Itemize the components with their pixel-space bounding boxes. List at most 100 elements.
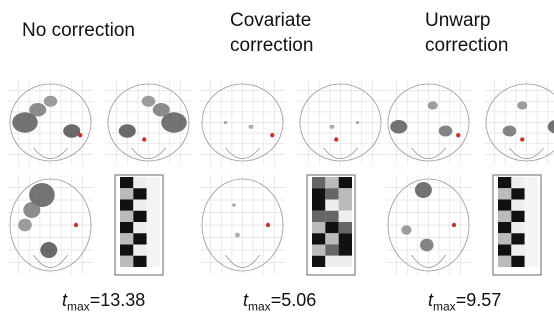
design-cell <box>133 188 146 199</box>
activation-blob <box>329 125 334 129</box>
design-cell <box>498 245 511 256</box>
design-cell <box>312 200 325 211</box>
design-cell <box>325 188 338 199</box>
stat-subscript: max <box>433 300 456 314</box>
peak-marker <box>74 223 78 227</box>
glass-brain <box>386 175 471 275</box>
design-cell <box>147 200 160 211</box>
activation-blob <box>44 96 58 107</box>
design-cell <box>325 233 338 244</box>
design-cell <box>339 177 352 188</box>
activation-blob <box>420 239 434 252</box>
design-cell <box>525 200 538 211</box>
panel-title: Covariate correction <box>230 8 340 58</box>
design-cell <box>325 222 338 233</box>
design-cell <box>312 177 325 188</box>
design-cell <box>133 256 146 267</box>
glass-brain <box>8 80 93 165</box>
design-cell <box>511 256 524 267</box>
design-cell <box>498 188 511 199</box>
design-cell <box>147 233 160 244</box>
design-cell <box>312 222 325 233</box>
design-cell <box>525 177 538 188</box>
design-cell <box>133 233 146 244</box>
design-cell <box>511 233 524 244</box>
glass-brain <box>200 80 285 165</box>
design-cell <box>498 256 511 267</box>
activation-blob <box>235 233 240 238</box>
design-cell <box>147 188 160 199</box>
design-cell <box>147 177 160 188</box>
design-cell <box>133 245 146 256</box>
design-cell <box>498 233 511 244</box>
design-matrix <box>307 175 355 275</box>
design-cell <box>133 211 146 222</box>
figure: No correction Covariate correction Unwar… <box>0 0 554 326</box>
design-cell <box>498 177 511 188</box>
design-cell <box>511 211 524 222</box>
design-cell <box>120 233 133 244</box>
design-cell <box>312 233 325 244</box>
stat-value: =5.06 <box>271 290 317 310</box>
activation-blob <box>63 124 80 138</box>
stat-subscript: max <box>67 300 90 314</box>
t-max: tmax=9.57 <box>428 290 501 314</box>
design-cell <box>525 256 538 267</box>
design-cell <box>120 245 133 256</box>
design-cell <box>525 188 538 199</box>
design-cell <box>120 177 133 188</box>
design-cell <box>325 177 338 188</box>
design-cell <box>120 211 133 222</box>
activation-blob <box>40 242 57 258</box>
t-max: tmax=13.38 <box>62 290 145 314</box>
design-cell <box>511 200 524 211</box>
activation-blob <box>142 96 156 107</box>
activation-blob <box>503 126 517 137</box>
design-cell <box>147 211 160 222</box>
peak-marker <box>78 133 82 137</box>
t-max: tmax=5.06 <box>243 290 316 314</box>
design-cell <box>133 200 146 211</box>
activation-blob <box>119 124 136 138</box>
glass-brain <box>8 175 93 275</box>
design-cell <box>511 188 524 199</box>
panel-title: No correction <box>22 18 182 43</box>
design-cell <box>511 245 524 256</box>
peak-marker <box>334 137 338 141</box>
activation-blob <box>415 182 432 198</box>
design-cell <box>147 222 160 233</box>
activation-blob <box>232 203 235 206</box>
activation-blob <box>439 126 453 137</box>
activation-blob <box>548 120 554 134</box>
activation-blob <box>18 219 32 232</box>
design-cell <box>498 211 511 222</box>
design-cell <box>312 256 325 267</box>
design-cell <box>147 256 160 267</box>
design-cell <box>325 245 338 256</box>
design-matrix <box>493 175 541 275</box>
design-cell <box>312 188 325 199</box>
activation-blob <box>153 103 170 117</box>
glass-brain <box>484 80 554 165</box>
design-cell <box>339 256 352 267</box>
glass-brain <box>200 175 285 275</box>
design-cell <box>498 222 511 233</box>
design-cell <box>525 233 538 244</box>
glass-brain <box>298 80 383 165</box>
design-cell <box>325 211 338 222</box>
activation-blob <box>428 101 438 109</box>
activation-blob <box>23 202 40 218</box>
glass-brain <box>386 80 471 165</box>
activation-blob <box>517 101 527 109</box>
design-cell <box>525 245 538 256</box>
design-cell <box>120 188 133 199</box>
activation-blob <box>390 120 407 134</box>
design-cell <box>525 222 538 233</box>
activation-blob <box>29 103 46 117</box>
activation-blob <box>401 225 411 235</box>
design-cell <box>339 222 352 233</box>
peak-marker <box>520 137 524 141</box>
design-cell <box>498 200 511 211</box>
design-cell <box>120 200 133 211</box>
design-cell <box>339 200 352 211</box>
